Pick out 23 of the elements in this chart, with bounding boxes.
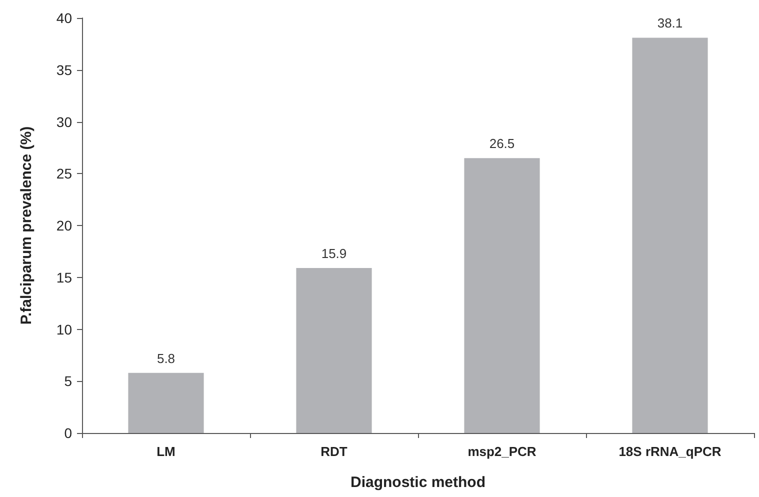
x-tick-label: 18S rRNA_qPCR [618,444,722,459]
y-tick-label: 0 [64,425,72,441]
y-tick-label: 35 [56,62,72,78]
y-tick-label: 5 [64,373,72,390]
y-tick-label: 20 [56,218,72,234]
y-tick-label: 15 [56,269,72,286]
y-axis-title: P.falciparum prevalence (%) [18,126,35,325]
y-tick-label: 40 [56,10,72,26]
x-tick-label: msp2_PCR [468,444,537,459]
bar [296,268,372,433]
bar [128,372,204,433]
y-tick-label: 25 [56,166,72,182]
bar [632,38,708,433]
x-tick-label: LM [156,444,176,459]
x-axis-title: Diagnostic method [350,474,486,491]
data-label: 5.8 [156,350,176,366]
data-label: 26.5 [489,136,515,152]
data-label: 15.9 [321,246,347,262]
bar [464,158,540,433]
x-tick-label: RDT [320,444,348,459]
data-label: 38.1 [657,16,683,31]
y-tick-label: 10 [56,321,72,338]
y-tick-label: 30 [56,114,72,130]
